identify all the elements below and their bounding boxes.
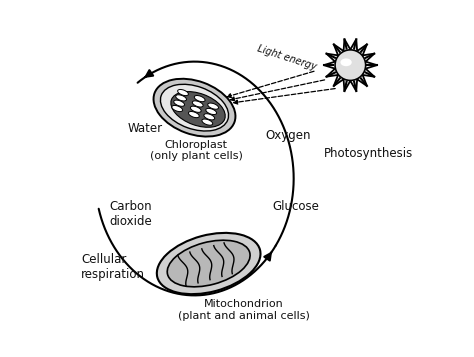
Text: Oxygen: Oxygen — [265, 130, 311, 142]
Ellipse shape — [191, 106, 201, 112]
Ellipse shape — [176, 95, 186, 101]
Polygon shape — [324, 39, 377, 91]
Text: Photosynthesis: Photosynthesis — [323, 147, 413, 160]
Text: Chloroplast
(only plant cells): Chloroplast (only plant cells) — [150, 140, 243, 161]
Text: Water: Water — [128, 122, 163, 135]
Ellipse shape — [160, 84, 228, 131]
Ellipse shape — [154, 79, 236, 136]
Text: Glucose: Glucose — [273, 200, 319, 213]
Ellipse shape — [174, 100, 184, 106]
Ellipse shape — [206, 109, 217, 115]
Ellipse shape — [189, 111, 199, 118]
Ellipse shape — [172, 105, 182, 112]
Ellipse shape — [204, 114, 215, 120]
Ellipse shape — [171, 92, 225, 127]
Text: Mitochondrion
(plant and animal cells): Mitochondrion (plant and animal cells) — [178, 299, 310, 321]
Ellipse shape — [167, 240, 250, 287]
Ellipse shape — [202, 119, 213, 125]
Circle shape — [335, 50, 365, 80]
Ellipse shape — [157, 233, 261, 294]
Ellipse shape — [192, 101, 203, 107]
Text: Cellular
respiration: Cellular respiration — [81, 253, 145, 281]
Text: Carbon
dioxide: Carbon dioxide — [109, 200, 152, 228]
Ellipse shape — [208, 103, 219, 109]
Text: Light energy: Light energy — [256, 44, 318, 72]
Ellipse shape — [340, 59, 352, 66]
Ellipse shape — [194, 96, 205, 102]
Ellipse shape — [178, 90, 189, 96]
